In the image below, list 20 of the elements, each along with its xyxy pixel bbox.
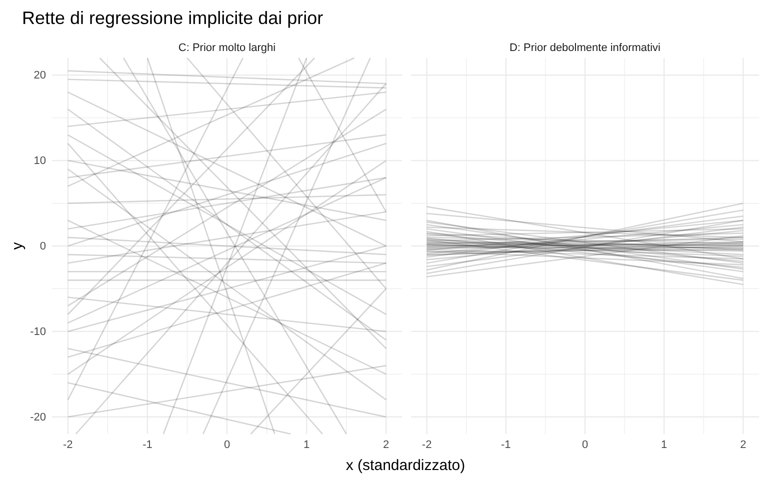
x-axis-title: x (standardizzato) [346,457,466,474]
y-axis-title: y [9,242,26,250]
chart-subtitle: D: Prior debolmente informativi [509,42,661,54]
x-tick-label: -2 [422,438,432,451]
x-tick-label: -2 [63,438,73,451]
x-tick-label: 2 [383,438,390,451]
x-tick-label: 0 [224,438,230,451]
x-tick-label: 2 [740,438,746,451]
chart-title: Rette di regressione implicite dai prior [22,8,324,28]
y-tick-label: 20 [34,70,46,82]
y-tick-label: 10 [34,155,46,168]
y-tick-label: -20 [30,411,46,424]
y-tick-label: 0 [40,240,46,253]
x-tick-label: -1 [501,438,511,451]
y-tick-label: -10 [30,326,46,338]
x-tick-label: 1 [303,438,310,451]
chart-subtitle: C: Prior molto larghi [178,42,276,54]
x-tick-label: 1 [661,438,668,451]
x-tick-label: -1 [142,438,152,451]
x-tick-label: 0 [582,438,588,451]
